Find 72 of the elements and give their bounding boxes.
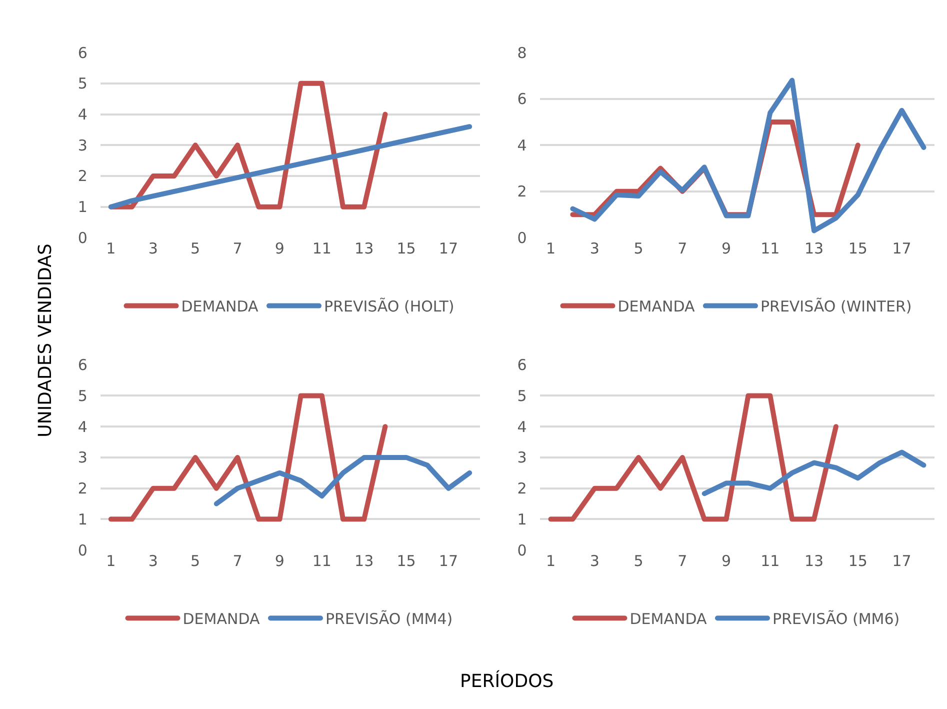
- x-tick-label: 7: [678, 240, 688, 258]
- legend-label: PREVISÃO (WINTER): [760, 298, 912, 316]
- x-tick-label: 17: [892, 552, 912, 570]
- legend-label: PREVISÃO (HOLT): [324, 298, 454, 316]
- y-tick-label: 4: [78, 418, 88, 436]
- y-tick-label: 0: [517, 228, 527, 247]
- x-tick-label: 5: [190, 552, 200, 570]
- x-tick-label: 11: [312, 552, 332, 570]
- x-tick-label: 9: [274, 240, 284, 258]
- y-tick-label: 5: [517, 386, 527, 405]
- x-tick-label: 15: [848, 552, 868, 570]
- y-tick-label: 8: [517, 44, 527, 62]
- y-tick-label: 5: [78, 74, 88, 93]
- x-tick-label: 7: [678, 552, 688, 570]
- y-tick-label: 1: [517, 510, 527, 528]
- y-tick-label: 2: [78, 480, 88, 498]
- y-tick-label: 1: [78, 198, 88, 216]
- x-tick-label: 7: [232, 552, 242, 570]
- x-tick-label: 1: [546, 240, 556, 258]
- x-tick-label: 13: [354, 552, 374, 570]
- x-tick-label: 17: [438, 240, 458, 258]
- x-tick-label: 9: [721, 552, 732, 570]
- legend-label: DEMANDA: [630, 610, 708, 628]
- x-tick-label: 15: [396, 552, 416, 570]
- y-tick-label: 0: [517, 541, 527, 560]
- y-tick-label: 2: [517, 182, 527, 201]
- y-tick-label: 4: [517, 136, 527, 154]
- x-tick-label: 13: [804, 240, 824, 258]
- y-axis-title: UNIDADES VENDIDAS: [34, 244, 56, 438]
- y-tick-label: 5: [78, 386, 88, 405]
- y-tick-label: 4: [517, 418, 527, 436]
- x-tick-label: 17: [438, 552, 458, 570]
- y-tick-label: 3: [78, 136, 88, 154]
- y-tick-label: 1: [78, 510, 88, 528]
- x-tick-label: 9: [274, 552, 284, 570]
- y-tick-label: 4: [78, 106, 88, 124]
- x-tick-label: 5: [634, 240, 644, 258]
- x-tick-label: 3: [148, 240, 158, 258]
- y-tick-label: 6: [78, 44, 88, 62]
- x-tick-label: 11: [760, 240, 780, 258]
- y-tick-label: 2: [78, 167, 88, 186]
- y-tick-label: 6: [517, 90, 527, 108]
- x-tick-label: 3: [590, 240, 600, 258]
- y-tick-label: 0: [78, 541, 88, 560]
- legend-label: DEMANDA: [618, 298, 696, 316]
- y-tick-label: 2: [517, 480, 527, 498]
- x-tick-label: 15: [396, 240, 416, 258]
- x-tick-label: 15: [848, 240, 868, 258]
- x-tick-label: 3: [148, 552, 158, 570]
- x-tick-label: 5: [190, 240, 200, 258]
- x-tick-label: 1: [546, 552, 556, 570]
- y-tick-label: 6: [517, 356, 527, 374]
- y-tick-label: 3: [517, 448, 527, 467]
- y-tick-label: 0: [78, 228, 88, 247]
- x-tick-label: 9: [721, 240, 732, 258]
- legend-label: DEMANDA: [182, 610, 260, 628]
- legend-label: PREVISÃO (MM4): [325, 610, 453, 628]
- x-tick-label: 11: [312, 240, 332, 258]
- x-tick-label: 1: [106, 552, 116, 570]
- x-axis-title: PERÍODOS: [460, 670, 554, 692]
- y-tick-label: 3: [78, 448, 88, 467]
- y-tick-label: 6: [78, 356, 88, 374]
- legend-label: DEMANDA: [181, 298, 259, 316]
- x-tick-label: 13: [804, 552, 824, 570]
- x-tick-label: 17: [892, 240, 912, 258]
- x-tick-label: 3: [590, 552, 600, 570]
- x-tick-label: 13: [354, 240, 374, 258]
- x-tick-label: 11: [760, 552, 780, 570]
- x-tick-label: 7: [232, 240, 242, 258]
- legend-label: PREVISÃO (MM6): [772, 610, 900, 628]
- x-tick-label: 5: [634, 552, 644, 570]
- x-tick-label: 1: [106, 240, 116, 258]
